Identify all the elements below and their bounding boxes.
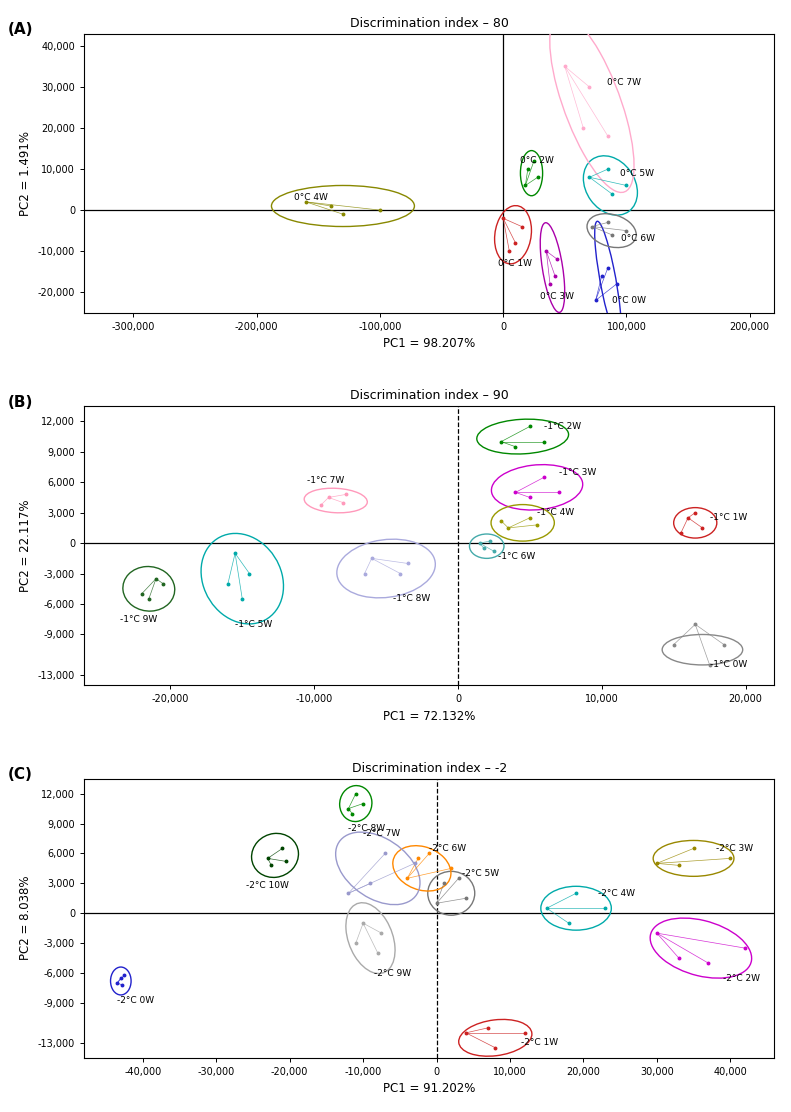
Text: -1°C 5W: -1°C 5W [235,619,272,629]
Text: -1°C 2W: -1°C 2W [544,421,581,431]
Text: (B): (B) [8,395,33,410]
Text: (A): (A) [8,22,34,38]
X-axis label: PC1 = 72.132%: PC1 = 72.132% [383,709,475,723]
Text: 0°C 2W: 0°C 2W [520,157,554,166]
Text: 0°C 6W: 0°C 6W [622,235,656,244]
Text: -1°C 4W: -1°C 4W [537,508,574,517]
Text: -2°C 4W: -2°C 4W [598,888,635,897]
Y-axis label: PC2 = 8.038%: PC2 = 8.038% [19,876,32,961]
Text: -1°C 9W: -1°C 9W [120,615,157,624]
Title: Discrimination index – -2: Discrimination index – -2 [351,762,507,775]
Text: 0°C 0W: 0°C 0W [611,296,645,305]
X-axis label: PC1 = 98.207%: PC1 = 98.207% [383,337,475,350]
Text: -1°C 1W: -1°C 1W [710,514,747,523]
Text: 0°C 1W: 0°C 1W [498,259,532,268]
Title: Discrimination index – 90: Discrimination index – 90 [350,389,509,403]
Text: -2°C 9W: -2°C 9W [374,969,411,977]
Text: -1°C 7W: -1°C 7W [307,476,344,485]
Text: -2°C 6W: -2°C 6W [430,844,467,853]
Text: -2°C 3W: -2°C 3W [716,844,753,853]
Text: -2°C 10W: -2°C 10W [246,881,289,890]
Text: 0°C 4W: 0°C 4W [293,193,327,202]
Text: 0°C 7W: 0°C 7W [607,78,641,88]
Text: 0°C 3W: 0°C 3W [540,291,574,300]
Text: (C): (C) [8,767,33,783]
Text: -2°C 2W: -2°C 2W [723,973,760,983]
Text: -2°C 5W: -2°C 5W [462,868,499,877]
Text: -1°C 0W: -1°C 0W [710,661,747,669]
Text: 0°C 5W: 0°C 5W [620,169,654,178]
Title: Discrimination index – 80: Discrimination index – 80 [350,17,509,30]
Y-axis label: PC2 = 22.117%: PC2 = 22.117% [19,499,32,592]
Text: -2°C 0W: -2°C 0W [117,996,154,1005]
Text: -2°C 7W: -2°C 7W [363,828,400,838]
Text: -1°C 6W: -1°C 6W [498,552,536,560]
Text: -1°C 3W: -1°C 3W [558,468,596,477]
Text: -1°C 8W: -1°C 8W [393,595,430,604]
X-axis label: PC1 = 91.202%: PC1 = 91.202% [383,1082,475,1095]
Text: -2°C 8W: -2°C 8W [349,824,385,833]
Y-axis label: PC2 = 1.491%: PC2 = 1.491% [19,131,32,216]
Text: -2°C 1W: -2°C 1W [521,1039,558,1048]
